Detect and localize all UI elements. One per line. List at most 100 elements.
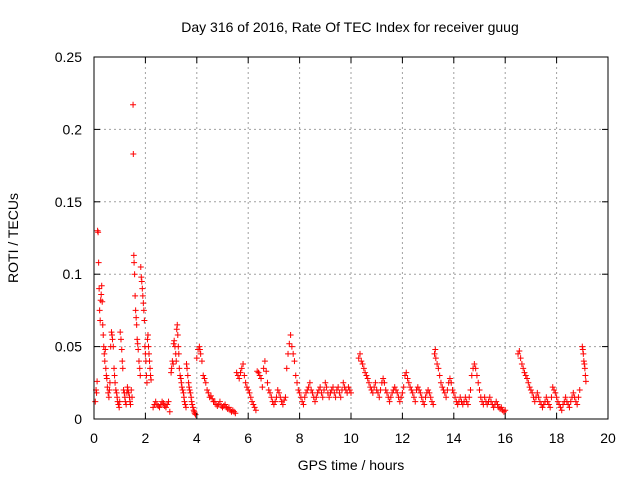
data-point <box>115 401 122 408</box>
data-point <box>196 343 203 350</box>
data-point <box>463 398 470 405</box>
y-tick-label: 0.25 <box>55 49 82 65</box>
data-point <box>419 398 426 405</box>
data-point <box>521 369 528 376</box>
data-point <box>102 365 109 372</box>
data-point <box>407 384 414 391</box>
data-point <box>272 398 279 405</box>
data-point <box>171 337 178 344</box>
data-point <box>146 358 153 365</box>
data-point <box>117 329 124 336</box>
data-point <box>231 408 238 415</box>
data-point <box>201 375 208 382</box>
data-point <box>498 404 505 411</box>
data-point <box>417 389 424 396</box>
data-point <box>187 389 194 396</box>
data-point <box>130 252 137 259</box>
data-point <box>581 365 588 372</box>
x-tick-label: 10 <box>343 430 359 446</box>
data-point <box>177 375 184 382</box>
data-point <box>558 407 565 414</box>
data-point <box>256 372 263 379</box>
data-point <box>471 360 478 367</box>
data-point <box>111 372 118 379</box>
data-point <box>103 375 110 382</box>
data-point <box>422 394 429 401</box>
data-point <box>184 372 191 379</box>
data-point <box>306 379 313 386</box>
data-point <box>544 398 551 405</box>
data-point <box>130 101 137 108</box>
data-point <box>174 321 181 328</box>
data-point <box>229 407 236 414</box>
x-tick-label: 18 <box>549 430 565 446</box>
data-point <box>144 336 151 343</box>
data-point <box>98 282 105 289</box>
data-point <box>536 398 543 405</box>
data-point <box>143 379 150 386</box>
data-point <box>403 369 410 376</box>
data-point <box>197 350 204 357</box>
data-point <box>186 384 193 391</box>
data-point <box>268 394 275 401</box>
data-point <box>517 355 524 362</box>
data-point <box>332 394 339 401</box>
grid-lines <box>94 57 608 419</box>
data-point <box>319 394 326 401</box>
data-point <box>493 398 500 405</box>
data-point <box>147 372 154 379</box>
data-point <box>543 394 550 401</box>
data-point <box>119 358 126 365</box>
data-point <box>317 384 324 391</box>
data-point <box>164 401 171 408</box>
data-point <box>243 384 250 391</box>
data-point <box>330 384 337 391</box>
data-point <box>576 387 583 394</box>
data-point <box>126 398 133 405</box>
data-point <box>449 387 456 394</box>
data-point <box>582 378 589 385</box>
data-point <box>427 394 434 401</box>
x-tick-labels: 0 2 4 6 8 10 12 14 16 18 20 <box>90 430 616 446</box>
data-point <box>468 372 475 379</box>
data-point <box>95 229 102 236</box>
data-point <box>281 397 288 404</box>
data-point <box>127 401 134 408</box>
data-point <box>448 379 455 386</box>
data-point <box>309 389 316 396</box>
data-point <box>240 360 247 367</box>
data-point <box>96 307 103 314</box>
data-point <box>282 394 289 401</box>
data-point <box>138 278 145 285</box>
data-point <box>255 369 262 376</box>
data-point <box>101 358 108 365</box>
data-point <box>408 387 415 394</box>
data-point <box>128 387 135 394</box>
data-point <box>382 387 389 394</box>
data-point <box>183 360 190 367</box>
data-point <box>188 394 195 401</box>
data-point <box>365 379 372 386</box>
data-point <box>560 401 567 408</box>
x-tick-label: 12 <box>395 430 411 446</box>
data-point <box>345 384 352 391</box>
data-point <box>377 387 384 394</box>
data-point <box>116 398 123 405</box>
data-point <box>457 394 464 401</box>
data-point <box>97 297 104 304</box>
data-point <box>539 404 546 411</box>
data-point <box>108 332 115 339</box>
data-point <box>144 332 151 339</box>
data-point <box>283 365 290 372</box>
data-point <box>428 398 435 405</box>
data-point <box>531 398 538 405</box>
data-point <box>224 405 231 412</box>
data-point <box>570 389 577 396</box>
data-point <box>189 401 196 408</box>
data-point <box>140 300 147 307</box>
data-point <box>348 389 354 396</box>
data-point <box>134 340 141 347</box>
data-point <box>165 398 172 405</box>
data-point <box>292 372 299 379</box>
